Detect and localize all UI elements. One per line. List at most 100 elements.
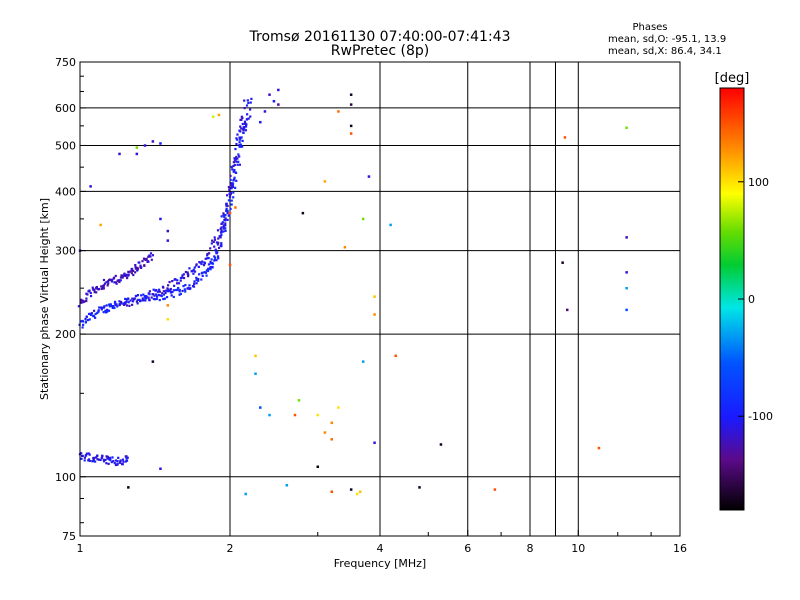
echo-point (176, 279, 179, 282)
echo-point (209, 268, 212, 271)
echo-point (216, 243, 219, 246)
x-tick-label: 4 (377, 542, 384, 555)
scatter-point (166, 304, 170, 307)
echo-point (122, 460, 125, 463)
echo-point (123, 272, 126, 275)
scatter-point (373, 295, 376, 298)
echo-point (227, 185, 230, 189)
x-axis-ticks: 1 2 4 6 8 10 16 (77, 530, 687, 555)
echo-point (236, 138, 239, 141)
echo-point (169, 287, 172, 291)
echo-point (111, 304, 115, 308)
echo-point (163, 297, 166, 300)
echo-point (220, 242, 223, 245)
scatter-point (135, 152, 139, 156)
echo-point (223, 215, 226, 218)
echo-point (246, 113, 249, 116)
echo-point (195, 264, 198, 267)
scatter-point (373, 313, 376, 316)
echo-point (108, 305, 112, 308)
grid-lines (80, 62, 680, 536)
echo-point (98, 306, 101, 309)
echo-point (131, 300, 135, 303)
echo-point (158, 288, 161, 291)
y-axis-ticks: 75 100 200 300 400 500 600 750 (55, 56, 86, 543)
echo-point (233, 168, 236, 172)
echo-point (170, 294, 173, 297)
y-tick-label: 750 (55, 56, 76, 69)
echo-point (107, 279, 111, 282)
scatter-point (127, 486, 130, 489)
echo-point (166, 287, 169, 290)
echo-point (125, 459, 129, 462)
echo-point (124, 274, 128, 277)
echo-point (220, 245, 223, 248)
x-axis-label: Frequency [MHz] (334, 557, 426, 570)
echo-point (79, 299, 83, 302)
echo-point (188, 284, 191, 287)
echo-point (125, 457, 128, 460)
echo-point (232, 161, 235, 164)
x-tick-label: 1 (77, 542, 84, 555)
echo-point (106, 455, 109, 459)
echo-point (172, 295, 175, 299)
echo-point (108, 458, 111, 461)
echo-point (179, 279, 182, 282)
echo-point (225, 202, 228, 205)
echo-point (129, 299, 132, 302)
echo-point (184, 290, 187, 293)
echo-point (205, 274, 208, 277)
echo-point (138, 261, 141, 264)
echo-point (144, 258, 148, 261)
echo-point (113, 461, 116, 465)
echo-point (96, 454, 99, 457)
echo-point (247, 117, 250, 120)
echo-point (203, 271, 206, 274)
echo-point (81, 319, 84, 323)
echo-point (171, 280, 174, 283)
echo-point (239, 118, 242, 121)
echo-point (88, 318, 91, 321)
echo-point (85, 297, 88, 300)
scatter-point (323, 180, 327, 183)
echo-point (109, 303, 112, 306)
echo-point (240, 127, 243, 130)
echo-point (145, 295, 148, 298)
echo-point (226, 194, 229, 197)
echo-point (241, 122, 244, 126)
echo-point (180, 276, 184, 279)
echo-point (99, 306, 103, 309)
echo-point (119, 302, 122, 305)
scatter-point (625, 126, 628, 130)
echo-point (192, 285, 196, 288)
echo-point (178, 288, 181, 292)
scatter-point (597, 446, 601, 450)
scatter-point (135, 146, 139, 149)
y-tick-label: 500 (55, 139, 76, 152)
echo-point (226, 204, 229, 208)
scatter-point (244, 492, 247, 496)
y-tick-label: 300 (55, 245, 76, 258)
echo-point (154, 293, 157, 296)
echo-point (230, 199, 233, 202)
echo-point (85, 292, 88, 295)
echo-point (110, 278, 114, 281)
echo-point (153, 294, 156, 297)
echo-point (126, 276, 129, 280)
echo-point (81, 299, 84, 302)
echo-point (83, 300, 86, 303)
echo-point (228, 188, 231, 191)
echo-point (213, 245, 216, 248)
echo-point (97, 458, 101, 461)
echo-point (168, 280, 171, 284)
scatter-point (99, 223, 102, 227)
echo-point (169, 289, 172, 292)
echo-point (220, 226, 223, 229)
echo-point (97, 310, 100, 313)
echo-point (209, 247, 212, 250)
echo-point (121, 276, 124, 279)
echo-point (195, 279, 198, 282)
echo-point (201, 260, 204, 263)
echo-point (156, 290, 159, 293)
echo-point (239, 125, 242, 128)
